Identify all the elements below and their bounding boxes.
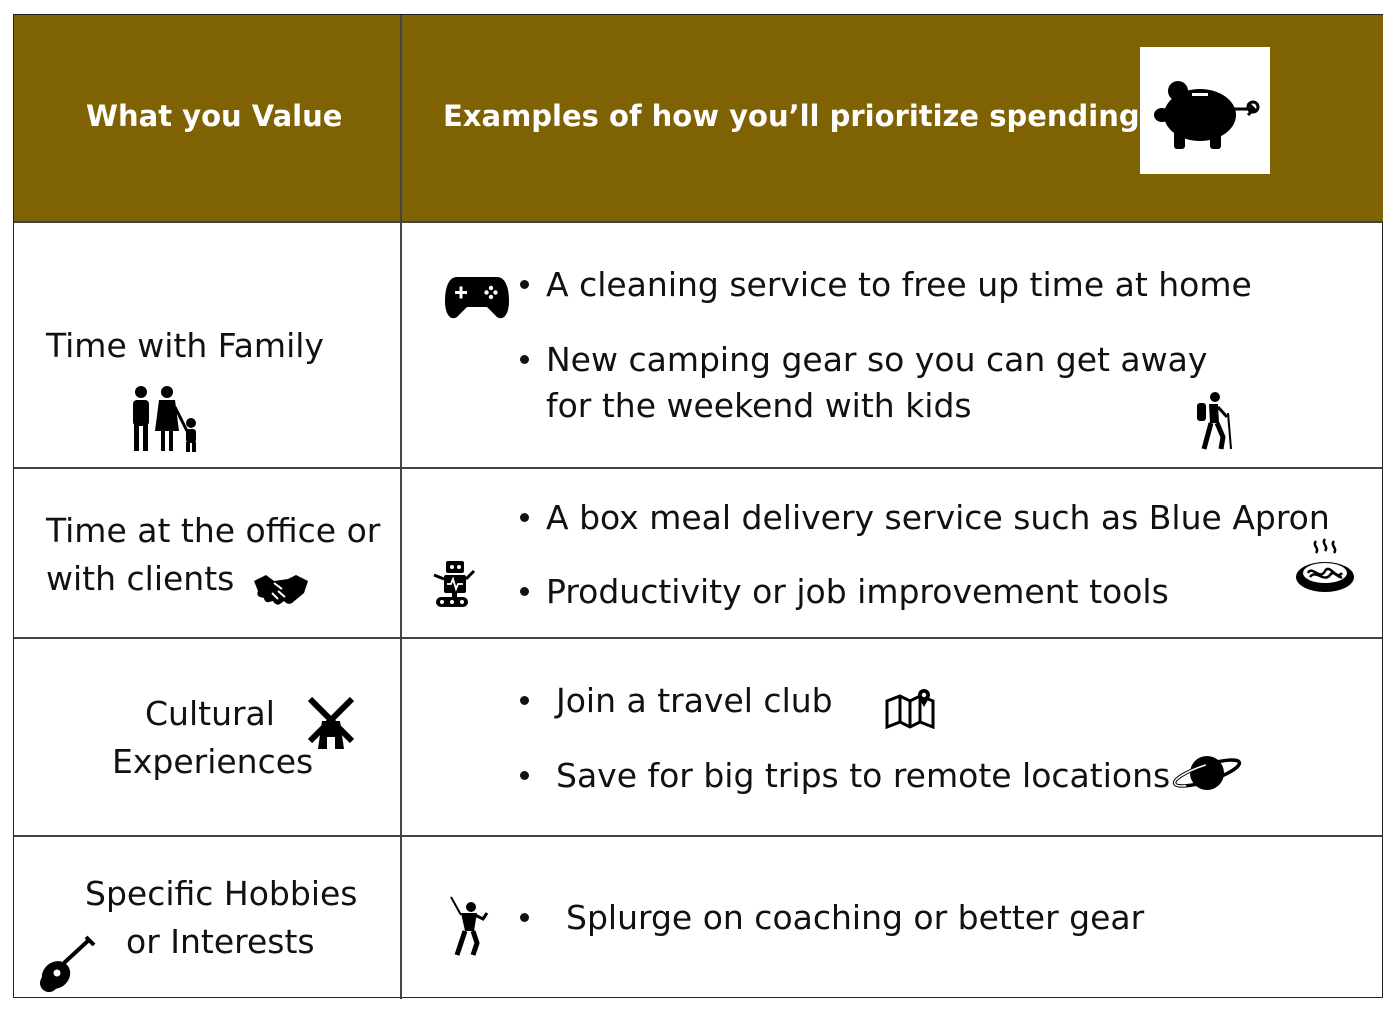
value-time-with-family: Time with Family [46, 326, 324, 365]
bullet [520, 696, 529, 705]
guitar-icon [36, 935, 96, 995]
example-big-trips: Save for big trips to remote locations [556, 756, 1171, 795]
bullet [520, 513, 529, 522]
value-office-line2: with clients [46, 559, 235, 598]
example-travel-club: Join a travel club [556, 681, 833, 720]
row-divider-2 [14, 467, 1382, 469]
planet-icon [1171, 751, 1243, 795]
header-examples: Examples of how you’ll prioritize spendi… [443, 99, 1140, 133]
row-divider-3 [14, 637, 1382, 639]
bullet [520, 355, 529, 364]
example-camping-gear-line2: for the weekend with kids [546, 386, 972, 425]
value-cultural-line2: Experiences [112, 742, 314, 781]
noodle-bowl-icon [1294, 537, 1356, 597]
row-divider-1 [14, 221, 1382, 223]
value-office-line1: Time at the office or [46, 511, 381, 550]
golfer-icon [447, 895, 489, 957]
header-what-you-value: What you Value [86, 99, 343, 133]
header-cell-value: What you Value [14, 15, 400, 222]
handshake-icon [252, 571, 310, 607]
game-controller-icon [443, 271, 511, 323]
value-cultural-line1: Cultural [145, 694, 275, 733]
example-meal-delivery: A box meal delivery service such as Blue… [546, 498, 1330, 537]
example-splurge-coaching: Splurge on coaching or better gear [566, 898, 1145, 937]
robot-icon [432, 557, 476, 611]
value-hobbies-line2: or Interests [126, 922, 315, 961]
header-cell-examples: Examples of how you’ll prioritize spendi… [401, 15, 1383, 222]
windmill-icon [306, 695, 356, 751]
example-camping-gear-line1: New camping gear so you can get away [546, 340, 1208, 379]
row-divider-4 [14, 835, 1382, 837]
value-hobbies-line1: Specific Hobbies [85, 874, 358, 913]
hiker-icon [1191, 391, 1233, 451]
bullet [520, 280, 529, 289]
example-productivity-tools: Productivity or job improvement tools [546, 572, 1169, 611]
values-spending-table: What you Value Examples of how you’ll pr… [13, 14, 1383, 999]
bullet [520, 587, 529, 596]
map-icon [884, 687, 936, 729]
bullet [520, 771, 529, 780]
bullet [520, 913, 529, 922]
example-cleaning-service: A cleaning service to free up time at ho… [546, 265, 1252, 304]
column-divider [400, 15, 402, 999]
piggy-bank-icon [1140, 47, 1270, 174]
family-icon [129, 385, 204, 453]
